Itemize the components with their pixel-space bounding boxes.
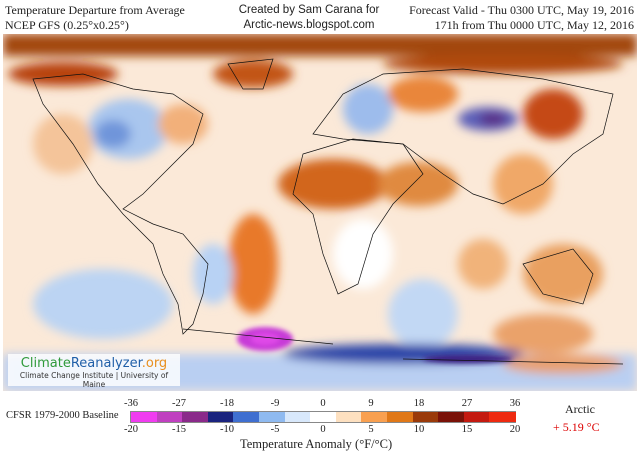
credit-line: Created by Sam Carana for (238, 4, 380, 16)
scale-swatch (259, 412, 286, 422)
c-tick: 0 (320, 424, 326, 435)
c-tick: -15 (172, 424, 186, 435)
f-tick: 0 (320, 398, 326, 409)
baseline-label: CFSR 1979-2000 Baseline (6, 410, 119, 421)
c-tick: 15 (461, 424, 473, 435)
scale-swatch (310, 412, 337, 422)
logo-part: Climate (20, 356, 71, 371)
forecast-run: 171h from Thu 0000 UTC, May 12, 2016 (434, 18, 634, 32)
c-tick: -10 (220, 424, 234, 435)
forecast-info: Forecast Valid - Thu 0300 UTC, May 19, 2… (409, 3, 634, 33)
credit-link[interactable]: Arctic-news.blogspot.com (243, 19, 375, 31)
f-tick: 9 (368, 398, 374, 409)
color-scale-bar (130, 411, 517, 423)
scale-swatch (387, 412, 414, 422)
c-tick: -5 (270, 424, 280, 435)
arctic-label: Arctic (565, 402, 595, 416)
scale-swatch (335, 412, 363, 422)
c-tick: 5 (368, 424, 374, 435)
f-tick: 36 (509, 398, 521, 409)
model-line: NCEP GFS (0.25°x0.25°) (5, 18, 129, 32)
scale-swatch (438, 412, 465, 422)
scale-swatch (284, 412, 312, 422)
scale-axis-label: Temperature Anomaly (°F/°C) (240, 437, 393, 451)
logo-part: Reanalyzer (70, 356, 142, 371)
c-tick: -20 (124, 424, 138, 435)
arctic-value: + 5.19 °C (553, 420, 600, 434)
scale-swatch (489, 412, 517, 422)
f-tick: -27 (172, 398, 186, 409)
f-tick: -9 (270, 398, 280, 409)
arctic-anomaly: + 5.19 °C (553, 420, 600, 434)
scale-swatch (463, 412, 491, 422)
scale-swatch (182, 412, 209, 422)
logo-subtitle: Climate Change Institute | University of… (19, 371, 169, 389)
c-tick: 20 (509, 424, 521, 435)
climate-reanalyzer-logo[interactable]: ClimateReanalyzer.org Climate Change Ins… (8, 354, 180, 389)
scale-swatch (233, 412, 261, 422)
f-tick: 27 (461, 398, 473, 409)
c-tick: 10 (413, 424, 425, 435)
coastlines (32, 58, 624, 365)
title-line: Temperature Departure from Average (5, 3, 185, 17)
scale-swatch (131, 412, 158, 422)
map-title: Temperature Departure from Average NCEP … (5, 3, 185, 33)
f-tick: 18 (413, 398, 425, 409)
logo-part: .org (141, 356, 168, 371)
scale-swatch (412, 412, 440, 422)
anomaly-map (3, 34, 637, 391)
scale-swatch (361, 412, 389, 422)
f-tick: -36 (124, 398, 138, 409)
scale-swatch (207, 412, 235, 422)
scale-swatch (156, 412, 184, 422)
f-tick: -18 (220, 398, 234, 409)
credit: Created by Sam Carana for Arctic-news.bl… (234, 3, 384, 33)
forecast-valid: Forecast Valid - Thu 0300 UTC, May 19, 2… (409, 3, 634, 17)
